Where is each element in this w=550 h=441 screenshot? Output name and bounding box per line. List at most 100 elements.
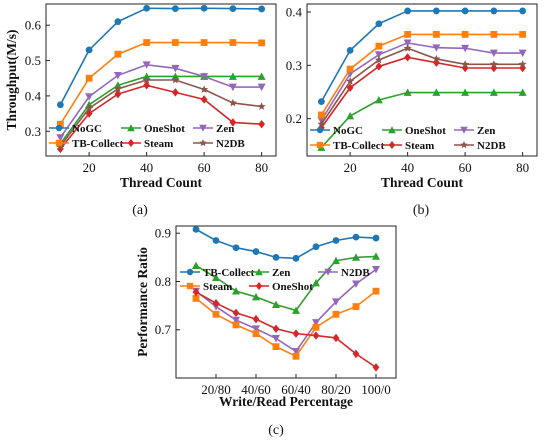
- y-axis-label: Performance Ratio: [135, 247, 150, 357]
- series-line: [59, 63, 262, 139]
- series-tb-collect: [56, 39, 266, 128]
- data-point: [432, 31, 440, 38]
- data-point: [200, 95, 208, 104]
- x-tick-label: 20: [344, 160, 357, 175]
- data-point: [461, 31, 469, 38]
- data-point: [346, 65, 354, 73]
- data-point: [114, 50, 122, 58]
- data-point: [292, 329, 300, 338]
- data-point: [432, 58, 440, 67]
- legend-marker: [127, 124, 135, 132]
- legend-marker: [55, 139, 63, 147]
- data-point: [257, 72, 266, 80]
- data-point: [432, 7, 440, 15]
- data-point: [461, 88, 470, 96]
- legend-marker: [199, 139, 207, 147]
- data-point: [490, 7, 498, 15]
- legend-marker: [255, 268, 263, 276]
- data-point: [490, 31, 498, 38]
- legend-marker: [388, 141, 396, 149]
- data-point: [332, 237, 340, 244]
- legend-marker: [316, 141, 324, 149]
- series-line: [195, 291, 377, 369]
- series-zen: [56, 61, 266, 142]
- data-point: [192, 225, 200, 233]
- legend-marker: [255, 282, 263, 290]
- data-point: [232, 316, 240, 325]
- data-point: [229, 118, 237, 127]
- data-point: [232, 287, 240, 295]
- data-point: [200, 39, 208, 46]
- legend-label: N2DB: [216, 138, 245, 150]
- panel-caption: (c): [268, 423, 284, 438]
- data-point: [257, 83, 266, 92]
- data-point: [171, 75, 180, 84]
- data-point: [404, 7, 412, 15]
- legend-marker: [324, 268, 332, 276]
- legend-label: OneShot: [144, 123, 185, 135]
- data-point: [332, 310, 340, 318]
- data-point: [143, 81, 151, 90]
- data-point: [489, 88, 498, 96]
- series-tb-collect: [192, 225, 380, 262]
- data-point: [518, 88, 527, 96]
- series-steam: [192, 287, 380, 360]
- data-point: [143, 39, 151, 46]
- series-oneshot: [317, 88, 527, 151]
- legend: NoGC OneShot Zen TB-Collect Steam N2DB: [310, 125, 506, 152]
- legend-marker: [316, 126, 324, 134]
- y-tick-label: 0.3: [286, 58, 302, 73]
- data-point: [272, 253, 280, 261]
- plot-frame: [45, 3, 277, 157]
- series-steam: [56, 81, 266, 154]
- legend-label: TB-Collect: [72, 138, 124, 150]
- data-point: [518, 60, 527, 68]
- legend-label: NoGC: [333, 125, 363, 137]
- legend-label: OneShot: [405, 125, 446, 137]
- data-point: [228, 83, 237, 92]
- data-point: [212, 310, 220, 318]
- x-tick-label: 40: [140, 160, 153, 175]
- data-point: [490, 63, 498, 73]
- data-point: [346, 47, 354, 54]
- data-point: [258, 39, 266, 47]
- x-tick-label: 60: [459, 160, 472, 175]
- panel-caption: (b): [413, 203, 430, 218]
- series-line: [320, 42, 523, 121]
- legend-label: NoGC: [72, 123, 102, 135]
- data-point: [292, 348, 300, 356]
- data-point: [142, 61, 151, 69]
- data-point: [519, 31, 527, 38]
- y-tick-label: 0.2: [286, 111, 302, 126]
- series-zen: [192, 252, 380, 314]
- data-point: [252, 325, 260, 333]
- legend-marker: [186, 268, 194, 276]
- data-point: [352, 253, 360, 261]
- data-point: [171, 39, 179, 46]
- data-point: [375, 62, 383, 71]
- data-point: [403, 88, 412, 96]
- data-point: [272, 335, 280, 343]
- data-point: [212, 273, 220, 282]
- data-point: [372, 266, 380, 274]
- data-point: [519, 7, 527, 15]
- data-point: [113, 72, 122, 80]
- data-point: [292, 352, 300, 360]
- data-point: [252, 292, 260, 301]
- y-tick-label: 0.8: [155, 274, 171, 289]
- legend-label: Steam: [203, 281, 232, 293]
- data-point: [258, 119, 266, 129]
- data-point: [229, 39, 237, 46]
- legend-marker: [55, 124, 63, 132]
- y-tick-label: 0.7: [155, 322, 172, 337]
- x-tick-label: 20/80: [201, 382, 231, 397]
- legend-marker: [460, 126, 468, 134]
- data-point: [212, 237, 220, 244]
- data-point: [403, 39, 412, 47]
- data-point: [372, 363, 380, 372]
- data-point: [461, 60, 470, 68]
- series-line: [320, 10, 523, 102]
- data-point: [489, 49, 498, 58]
- chart-panel-c: 0.7 0.8 0.9 20/80 40/60 60/40 80/20 100/0 TB-Col…: [135, 225, 397, 438]
